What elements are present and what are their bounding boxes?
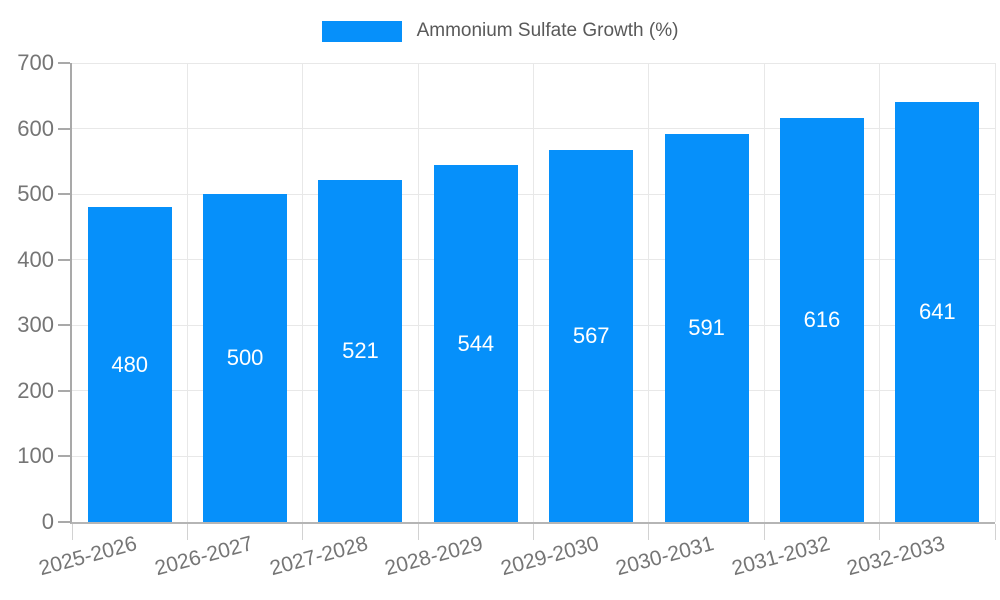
y-axis-tick xyxy=(58,389,70,392)
y-axis-tick xyxy=(58,193,70,196)
x-axis-tick xyxy=(994,524,996,540)
x-tick-label: 2025-2026 xyxy=(36,532,140,581)
x-tick-label: 2032-2033 xyxy=(844,532,948,581)
bar-value-label: 544 xyxy=(457,330,495,356)
v-gridline xyxy=(994,63,996,522)
x-tick-label: 2029-2030 xyxy=(498,532,602,581)
legend-swatch xyxy=(321,20,402,42)
x-axis-tick xyxy=(186,524,188,540)
x-tick-label: 2026-2027 xyxy=(152,532,256,581)
x-tick-label: 2027-2028 xyxy=(267,532,371,581)
bar-2029-2030: 567 xyxy=(549,150,634,522)
y-tick-label: 300 xyxy=(17,312,54,338)
y-tick-label: 100 xyxy=(17,443,54,469)
y-tick-label: 400 xyxy=(17,246,54,272)
bar-value-label: 616 xyxy=(803,307,841,333)
legend[interactable]: Ammonium Sulfate Growth (%) xyxy=(0,20,1000,42)
y-tick-label: 700 xyxy=(17,50,54,75)
y-axis-tick xyxy=(58,127,70,130)
x-axis-tick xyxy=(879,524,881,540)
v-gridline xyxy=(648,63,650,522)
x-tick-label: 2028-2029 xyxy=(382,532,486,581)
v-gridline xyxy=(533,63,534,522)
bar-2026-2027: 500 xyxy=(203,194,288,522)
x-axis-tick xyxy=(533,524,534,540)
y-axis-tick xyxy=(58,324,70,327)
x-tick-label: 2031-2032 xyxy=(728,532,832,581)
legend-label: Ammonium Sulfate Growth (%) xyxy=(416,20,679,41)
bar-2031-2032: 616 xyxy=(779,118,864,522)
bar-value-label: 480 xyxy=(111,351,149,377)
y-axis-tick xyxy=(58,258,70,261)
bar-2028-2029: 544 xyxy=(433,165,518,522)
v-gridline xyxy=(302,63,304,522)
bar-value-label: 521 xyxy=(342,338,379,364)
y-axis-tick xyxy=(58,62,70,64)
v-gridline xyxy=(186,63,188,522)
x-tick-label: 2030-2031 xyxy=(613,532,717,581)
v-gridline xyxy=(763,63,765,522)
plot-area: 480 500 521 544 567 591 616 641 xyxy=(58,62,996,540)
y-tick-label: 200 xyxy=(17,377,54,403)
x-axis-tick xyxy=(417,524,419,540)
y-tick-label: 600 xyxy=(17,115,54,141)
x-axis-tick xyxy=(302,524,304,540)
y-tick-label: 500 xyxy=(17,181,54,207)
bar-value-label: 641 xyxy=(918,298,956,324)
x-axis-tick xyxy=(648,524,650,540)
v-gridline xyxy=(417,63,419,522)
bar-value-label: 567 xyxy=(572,323,610,349)
bar-2027-2028: 521 xyxy=(318,180,403,522)
bar-2032-2033: 641 xyxy=(895,101,980,522)
x-axis-tick xyxy=(763,524,765,540)
bar-2030-2031: 591 xyxy=(664,134,749,522)
y-tick-label: 0 xyxy=(41,509,54,534)
y-axis-tick xyxy=(58,521,70,523)
v-gridline xyxy=(879,63,881,522)
bar-2025-2026: 480 xyxy=(87,207,172,522)
y-axis-tick xyxy=(58,455,70,458)
bar-value-label: 500 xyxy=(226,345,264,371)
x-axis-tick xyxy=(71,524,73,540)
bar-value-label: 591 xyxy=(688,315,725,341)
